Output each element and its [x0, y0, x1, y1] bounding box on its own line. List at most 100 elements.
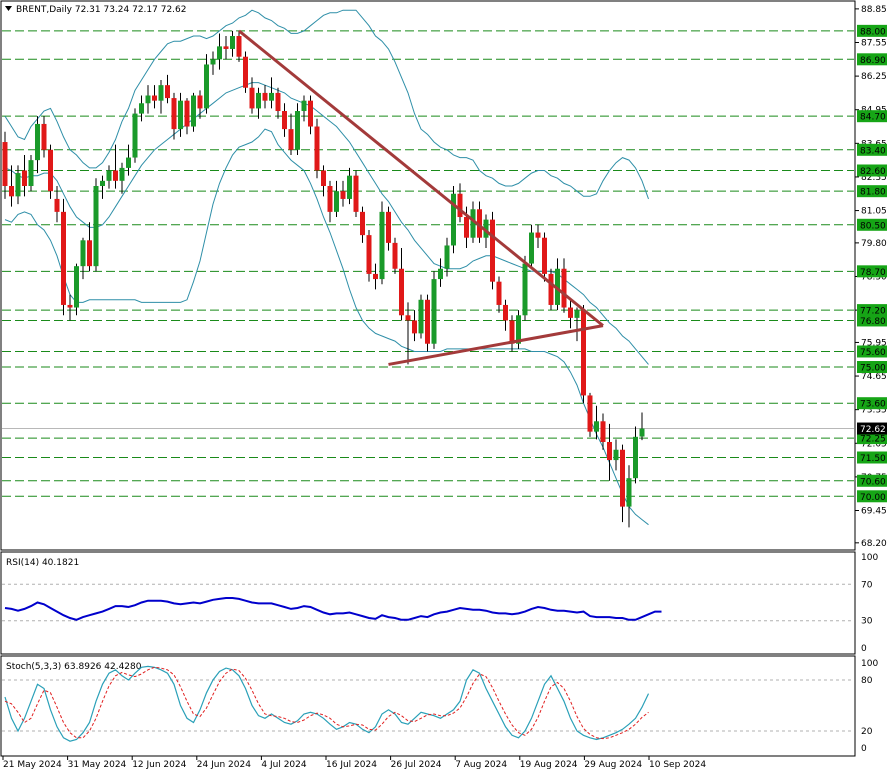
stoch-tick-label: 80 — [861, 676, 873, 686]
candle-bull-body — [633, 436, 638, 479]
candle-bull-body — [418, 299, 424, 334]
candle-bear-body — [366, 235, 372, 274]
candle-bull-body — [470, 209, 476, 238]
candle-bear-body — [373, 273, 378, 280]
candle-bear-body — [542, 237, 547, 274]
candle-bear-body — [9, 186, 14, 197]
candle-bull-body — [574, 310, 580, 318]
date-tick-label: 29 Aug 2024 — [584, 760, 642, 770]
candlesticks — [2, 30, 645, 528]
candle-bull-body — [204, 64, 209, 109]
candle-bull-body — [334, 191, 339, 212]
candle-bear-body — [165, 85, 170, 99]
candle-bull-body — [35, 123, 40, 161]
date-tick-label: 26 Jul 2024 — [391, 760, 442, 770]
candle-bear-body — [425, 299, 430, 344]
level-price-tag — [857, 265, 887, 278]
candle-bear-body — [509, 320, 515, 344]
main-chart-header: BRENT,Daily 72.31 73.24 72.17 72.62 — [16, 5, 186, 15]
price-tick-label: 68.20 — [861, 539, 887, 549]
candle-bull-body — [132, 113, 138, 158]
stoch-signal-line — [4, 666, 649, 740]
candle-bear-body — [568, 307, 573, 318]
candle-bear-body — [61, 211, 66, 305]
level-price-tag — [857, 185, 887, 198]
candle-bear-body — [535, 232, 541, 238]
price-tick-label: 87.55 — [861, 38, 887, 48]
candle-bear-body — [184, 100, 190, 127]
level-price-tag — [857, 110, 887, 123]
candle-bull-body — [613, 449, 619, 461]
candle-bull-body — [379, 211, 385, 280]
price-tick-label: 74.65 — [861, 372, 887, 382]
date-tick-label: 4 Jul 2024 — [261, 760, 306, 770]
candle-bull-body — [139, 103, 144, 114]
level-price-label: 81.80 — [860, 188, 886, 198]
candle-bull-body — [444, 245, 450, 269]
price-tick-label: 88.85 — [861, 5, 887, 15]
level-price-tag — [857, 451, 887, 464]
candle-bear-body — [392, 242, 398, 269]
rsi-tick-label: 70 — [861, 580, 873, 590]
bollinger-bands — [4, 9, 649, 526]
candle-bear-body — [314, 126, 320, 171]
candle-bull-body — [126, 157, 131, 168]
stoch-tick-label: 100 — [861, 659, 878, 669]
candle-bull-body — [483, 219, 489, 238]
candle-bull-body — [347, 175, 352, 199]
candle-bull-body — [74, 266, 79, 308]
candle-bull-body — [594, 421, 599, 432]
level-price-label: 72.25 — [860, 435, 886, 445]
candle-bull-body — [431, 279, 437, 344]
level-price-tag — [857, 361, 887, 373]
candle-bull-body — [178, 100, 183, 130]
price-tick-label: 69.45 — [861, 507, 887, 517]
candle-bear-body — [243, 56, 248, 88]
candle-bull-body — [100, 180, 105, 186]
level-price-tag — [857, 314, 887, 327]
bollinger-middle-band — [4, 82, 649, 365]
rsi-tick-label: 30 — [861, 617, 873, 627]
level-price-label: 75.60 — [860, 348, 886, 358]
level-price-label: 75.00 — [860, 364, 886, 374]
date-tick-label: 10 Sep 2024 — [649, 760, 706, 770]
price-axis: 88.8587.5586.2584.9583.6582.3581.0579.80… — [855, 5, 887, 549]
rsi-header: RSI(14) 40.1821 — [6, 558, 79, 568]
level-price-tag — [857, 397, 887, 410]
price-tick-label: 78.50 — [861, 273, 887, 283]
date-tick-label: 24 Jun 2024 — [197, 760, 251, 770]
candle-bull-body — [230, 36, 235, 49]
price-tick-label: 81.05 — [861, 207, 887, 217]
candle-bull-body — [28, 160, 34, 186]
stoch-main-line — [4, 665, 650, 742]
level-price-label: 71.50 — [860, 454, 886, 464]
level-price-label: 77.20 — [860, 307, 886, 317]
level-price-label: 70.00 — [860, 493, 886, 503]
date-tick-label: 19 Aug 2024 — [520, 760, 578, 770]
price-tick-label: 82.35 — [861, 173, 887, 183]
candle-bear-body — [561, 268, 567, 308]
rsi-tick-label: 100 — [861, 553, 878, 563]
candle-bear-body — [275, 92, 281, 112]
candle-bear-body — [607, 441, 612, 461]
candle-bull-body — [295, 111, 300, 150]
collapse-triangle-icon[interactable] — [5, 6, 12, 11]
candle-bull-body — [438, 268, 443, 280]
level-price-label: 73.60 — [860, 400, 886, 410]
stoch-tick-label: 20 — [861, 727, 873, 737]
candle-bull-body — [256, 92, 261, 109]
price-tick-label: 86.25 — [861, 72, 887, 82]
candle-bull-body — [158, 85, 164, 101]
current-price-label: 72.62 — [860, 425, 886, 435]
candle-bear-body — [54, 198, 60, 212]
main-panel-frame — [0, 0, 856, 551]
level-price-tag — [857, 218, 887, 231]
candle-bear-body — [327, 186, 333, 212]
bollinger-lower-band — [4, 128, 649, 526]
candle-bear-body — [600, 421, 606, 442]
candle-bear-body — [503, 304, 508, 321]
stoch-header: Stoch(5,3,3) 63.8926 42.4280 — [6, 662, 142, 672]
time-axis: 21 May 2024 31 May 2024 12 Jun 2024 24 Jun … — [2, 756, 706, 770]
candle-bear-body — [496, 281, 502, 305]
